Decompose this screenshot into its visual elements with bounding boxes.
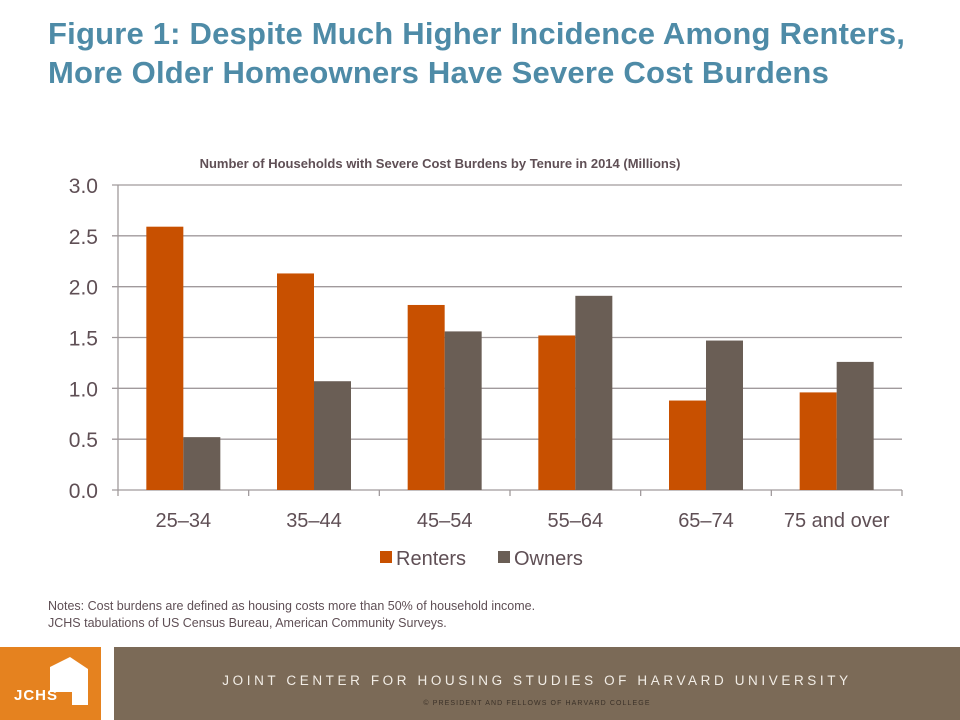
y-tick-label: 1.0 [69, 378, 98, 401]
y-tick-label: 2.0 [69, 277, 98, 300]
bar-owners-4 [706, 340, 743, 490]
x-axis-ticks: 25–34 35–44 45–54 55–64 65–74 75 and over [156, 510, 890, 532]
bar-owners-0 [183, 437, 221, 490]
bar-owners-1 [314, 381, 351, 490]
y-axis-ticks: 0.0 0.5 1.0 1.5 2.0 2.5 3.0 [69, 175, 98, 503]
bars [146, 226, 874, 490]
bar-renters-2 [407, 304, 445, 490]
bar-renters-5 [799, 392, 837, 490]
bar-owners-5 [836, 361, 874, 490]
notes-definition: Notes: Cost burdens are defined as housi… [48, 599, 536, 613]
bar-renters-0 [146, 226, 184, 490]
x-tick-label: 75 and over [784, 510, 890, 532]
jchs-logo: JCHS [0, 647, 101, 720]
legend-label-owners: Owners [514, 548, 583, 570]
notes: Notes: Cost burdens are defined as housi… [48, 598, 535, 632]
x-tick-label: 45–54 [417, 510, 473, 532]
y-tick-label: 3.0 [69, 175, 98, 198]
legend-label-renters: Renters [396, 548, 466, 570]
chart-title: Number of Households with Severe Cost Bu… [200, 156, 681, 171]
bar-chart: Number of Households with Severe Cost Bu… [69, 156, 903, 570]
footer-copyright: © PRESIDENT AND FELLOWS OF HARVARD COLLE… [423, 700, 651, 707]
bar-renters-1 [277, 273, 314, 490]
footer-bar: JOINT CENTER FOR HOUSING STUDIES OF HARV… [114, 647, 960, 720]
y-tick-label: 0.5 [69, 429, 98, 452]
x-tick-label: 35–44 [286, 510, 342, 532]
bar-owners-3 [575, 295, 613, 490]
y-tick-label: 0.0 [69, 480, 98, 503]
legend-swatch-owners [498, 551, 510, 563]
house-icon [50, 657, 88, 705]
y-tick-label: 2.5 [69, 226, 98, 249]
figure-title: Figure 1: Despite Much Higher Incidence … [48, 16, 906, 90]
x-tick-label: 25–34 [156, 510, 212, 532]
y-tick-label: 1.5 [69, 328, 98, 351]
footer-organization: JOINT CENTER FOR HOUSING STUDIES OF HARV… [222, 673, 852, 688]
bar-renters-4 [669, 400, 706, 490]
legend: Renters Owners [380, 548, 583, 570]
gridlines [112, 184, 903, 496]
bar-renters-3 [538, 335, 576, 490]
logo-text: JCHS [14, 687, 59, 704]
notes-source: JCHS tabulations of US Census Bureau, Am… [48, 616, 447, 630]
bar-owners-2 [444, 331, 482, 490]
x-tick-label: 55–64 [548, 510, 604, 532]
x-tick-label: 65–74 [678, 510, 734, 532]
legend-swatch-renters [380, 551, 392, 563]
